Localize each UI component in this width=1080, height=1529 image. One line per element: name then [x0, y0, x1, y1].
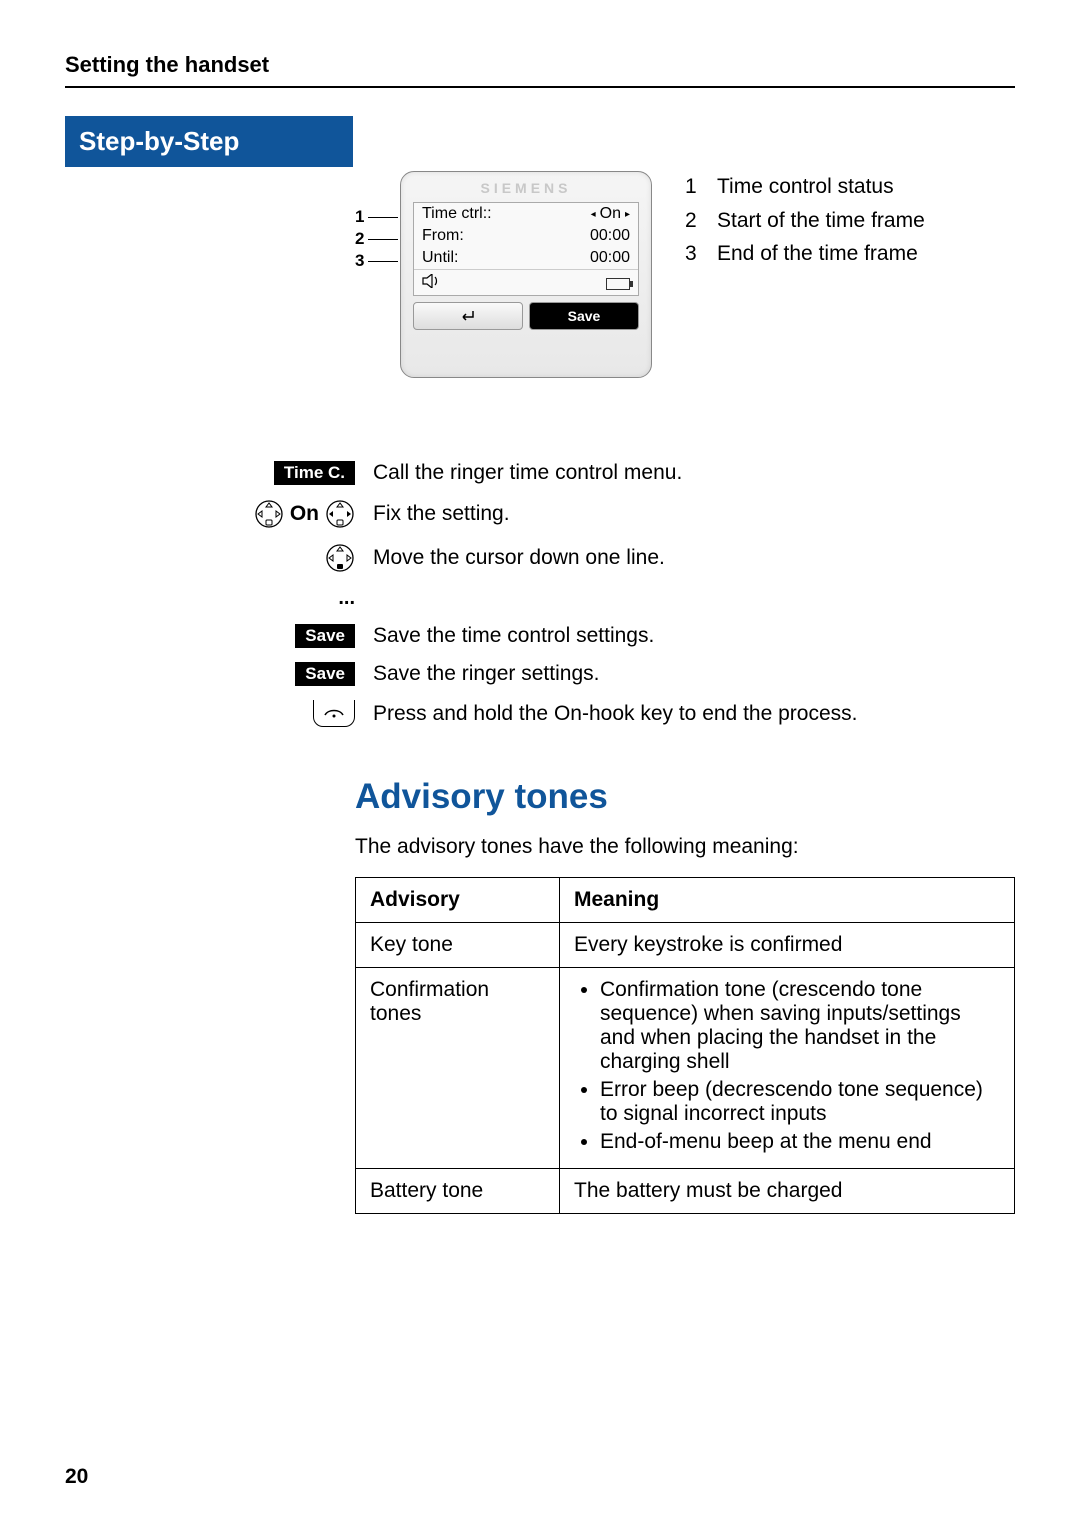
- softkey-left: [413, 302, 523, 330]
- step-key: On: [65, 499, 373, 529]
- step-text: Call the ringer time control menu.: [373, 461, 1015, 485]
- step-key: Time C.: [65, 461, 373, 485]
- nav-key-icon: [325, 499, 355, 529]
- screen-row2-value: 00:00: [590, 227, 630, 245]
- legend-1-num: 1: [685, 171, 701, 203]
- screen-row3-label: Until:: [422, 249, 590, 267]
- step-text: Save the time control settings.: [373, 624, 1015, 648]
- brand-label: SIEMENS: [401, 180, 651, 196]
- step-text: Press and hold the On-hook key to end th…: [373, 702, 1015, 726]
- triangle-left-icon: ◂: [591, 209, 596, 220]
- meaning-cell: The battery must be charged: [560, 1169, 1015, 1214]
- advisory-tones-title: Advisory tones: [355, 777, 1015, 817]
- meaning-list-item: End-of-menu beep at the menu end: [600, 1130, 1000, 1154]
- step-row: ...: [65, 587, 1015, 610]
- table-row: Key toneEvery keystroke is confirmed: [356, 923, 1015, 968]
- step-key: Save: [65, 662, 373, 686]
- advisory-cell: Battery tone: [356, 1169, 560, 1214]
- meaning-cell: Every keystroke is confirmed: [560, 923, 1015, 968]
- legend-3-text: End of the time frame: [717, 238, 918, 270]
- meaning-list-item: Error beep (decrescendo tone sequence) t…: [600, 1078, 1000, 1126]
- on-hook-key-icon: [313, 700, 355, 727]
- legend-2-text: Start of the time frame: [717, 205, 925, 237]
- section-header: Setting the handset: [65, 52, 1015, 88]
- legend-3-num: 3: [685, 238, 701, 270]
- table-row: Confirmation tones Confirmation tone (cre…: [356, 968, 1015, 1169]
- ellipsis: ...: [338, 587, 355, 610]
- table-row: Battery toneThe battery must be charged: [356, 1169, 1015, 1214]
- legend-1-text: Time control status: [717, 171, 894, 203]
- nav-key-icon: [254, 499, 284, 529]
- advisory-table: Advisory Meaning Key toneEvery keystroke…: [355, 877, 1015, 1214]
- meaning-cell: Confirmation tone (crescendo tone sequen…: [560, 968, 1015, 1169]
- step-text: Fix the setting.: [373, 502, 1015, 526]
- step-row: Save Save the ringer settings.: [65, 662, 1015, 686]
- step-text: Save the ringer settings.: [373, 662, 1015, 686]
- softkey-right: Save: [529, 302, 639, 330]
- screen-row2-label: From:: [422, 227, 590, 245]
- step-row: Press and hold the On-hook key to end th…: [65, 700, 1015, 727]
- triangle-right-icon: ▸: [625, 209, 630, 220]
- step-text: Move the cursor down one line.: [373, 546, 1015, 570]
- screen-row1-value: On: [600, 205, 621, 223]
- diagram-legend: 1 Time control status 2 Start of the time …: [685, 171, 925, 381]
- legend-2-num: 2: [685, 205, 701, 237]
- nav-key-icon: [325, 543, 355, 573]
- screen-row3-value: 00:00: [590, 249, 630, 267]
- advisory-col2-header: Meaning: [560, 878, 1015, 923]
- step-row: Move the cursor down one line.: [65, 543, 1015, 573]
- key-badge: Time C.: [274, 461, 355, 485]
- page-number: 20: [65, 1465, 88, 1489]
- step-row: On Fix the setting.: [65, 499, 1015, 529]
- step-row: Time C. Call the ringer time control menu…: [65, 461, 1015, 485]
- screen-row1-label: Time ctrl::: [422, 205, 591, 223]
- callout-3: 3: [355, 251, 364, 271]
- battery-icon: [606, 278, 630, 290]
- step-row: Save Save the time control settings.: [65, 624, 1015, 648]
- meaning-list-item: Confirmation tone (crescendo tone sequen…: [600, 978, 1000, 1074]
- step-key: [65, 543, 373, 573]
- on-label: On: [290, 502, 319, 526]
- key-badge: Save: [295, 624, 355, 648]
- advisory-cell: Confirmation tones: [356, 968, 560, 1169]
- step-key: ...: [65, 587, 373, 610]
- callout-1: 1: [355, 207, 364, 227]
- advisory-intro: The advisory tones have the following me…: [355, 835, 1015, 859]
- callout-2: 2: [355, 229, 364, 249]
- step-by-step-banner: Step-by-Step: [65, 116, 353, 167]
- handset-diagram: 1 2 3 SIEMENS Time ctrl:: ◂ On: [355, 171, 655, 381]
- step-key: [65, 700, 373, 727]
- advisory-cell: Key tone: [356, 923, 560, 968]
- advisory-col1-header: Advisory: [356, 878, 560, 923]
- step-key: Save: [65, 624, 373, 648]
- speaker-icon: [422, 274, 442, 293]
- key-badge: Save: [295, 662, 355, 686]
